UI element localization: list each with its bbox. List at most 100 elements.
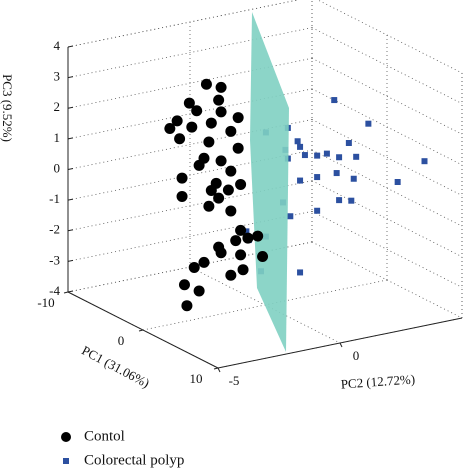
data-point — [314, 152, 321, 159]
z-tick-label: 3 — [54, 69, 61, 84]
data-point — [215, 155, 227, 167]
data-point — [193, 285, 205, 297]
data-point — [181, 300, 193, 312]
x-tick-label: 10 — [190, 371, 203, 386]
data-point — [394, 179, 401, 185]
data-point — [257, 251, 269, 262]
y-tick-label: -5 — [229, 373, 240, 388]
tick-mark — [67, 198, 74, 201]
y-axis-title: PC2 (12.72%) — [340, 371, 415, 391]
data-point — [421, 158, 428, 165]
data-point — [174, 133, 186, 145]
legend-label: Contol — [84, 428, 125, 444]
data-point — [225, 125, 237, 137]
data-point — [301, 152, 308, 159]
grid-line — [311, 57, 463, 135]
tick-mark — [67, 76, 74, 79]
grid-line — [311, 180, 463, 258]
data-point — [331, 97, 338, 104]
tick-mark — [339, 342, 343, 348]
grid-line — [67, 88, 313, 140]
x-tick-label: -10 — [37, 295, 54, 310]
grid-line — [67, 0, 300, 48]
data-point — [287, 213, 294, 220]
data-point — [176, 172, 188, 184]
z-tick-label: -1 — [49, 191, 60, 206]
data-point — [230, 235, 242, 247]
data-point — [323, 150, 330, 157]
data-point — [297, 143, 304, 150]
legend-marker — [63, 458, 69, 464]
data-point — [235, 224, 247, 236]
data-point — [314, 207, 321, 214]
tick-mark — [67, 106, 74, 109]
grid-line — [311, 149, 463, 227]
data-point — [215, 106, 227, 118]
series-layer — [164, 78, 269, 312]
tick-mark — [67, 290, 74, 293]
data-point — [213, 94, 225, 106]
data-point — [191, 105, 203, 117]
z-tick-label: 4 — [54, 38, 61, 53]
data-point — [235, 249, 247, 261]
data-point — [297, 177, 304, 184]
data-point — [225, 205, 237, 217]
data-point — [213, 192, 225, 204]
grid-line — [67, 210, 313, 262]
tick-mark — [67, 137, 74, 140]
data-point — [164, 123, 176, 134]
data-point — [333, 170, 340, 177]
tick-mark — [217, 367, 221, 373]
data-point — [297, 269, 304, 276]
z-tick-label: 0 — [54, 160, 61, 175]
data-point — [242, 232, 254, 244]
data-point — [215, 247, 227, 259]
grid-line — [67, 27, 313, 79]
data-point — [336, 197, 343, 204]
legend-marker — [61, 432, 71, 442]
data-point — [336, 154, 343, 161]
data-point — [193, 159, 205, 171]
tick-mark — [63, 291, 69, 294]
data-point — [183, 97, 195, 109]
y-tick-label: 0 — [353, 348, 360, 363]
z-tick-label: 1 — [54, 130, 61, 145]
tick-mark — [213, 367, 219, 370]
grid-line — [67, 57, 313, 109]
tick-mark — [67, 45, 74, 48]
data-point — [243, 228, 250, 235]
data-point — [203, 136, 215, 148]
data-point — [215, 81, 227, 93]
data-point — [350, 175, 357, 182]
separating-plane — [250, 12, 289, 352]
data-point — [205, 117, 217, 129]
grid-line — [317, 0, 463, 74]
data-point — [314, 174, 321, 181]
data-point — [198, 256, 210, 268]
data-point — [235, 178, 247, 190]
data-point — [225, 165, 237, 177]
data-point — [222, 184, 234, 196]
data-point — [186, 121, 198, 133]
legend-label: Colorectal polyp — [84, 452, 184, 468]
data-point — [365, 120, 372, 127]
z-axis-title: PC3 (9.52%) — [0, 74, 15, 142]
x-axis-title: PC1 (31.06%) — [79, 343, 152, 391]
tick-mark — [67, 168, 74, 170]
data-point — [353, 153, 360, 160]
z-tick-label: -2 — [49, 222, 60, 237]
x-tick-label: 0 — [118, 333, 125, 348]
grid-line — [311, 211, 463, 288]
box-edge — [67, 0, 300, 48]
z-tick-label: 2 — [54, 99, 61, 114]
data-point — [252, 230, 264, 242]
data-point — [294, 138, 301, 145]
grid-line — [311, 27, 463, 104]
data-point — [203, 200, 215, 212]
z-tick-label: -4 — [49, 283, 60, 298]
data-point — [225, 269, 237, 281]
data-point — [237, 264, 249, 276]
data-point — [348, 197, 355, 204]
tick-mark — [138, 329, 144, 332]
